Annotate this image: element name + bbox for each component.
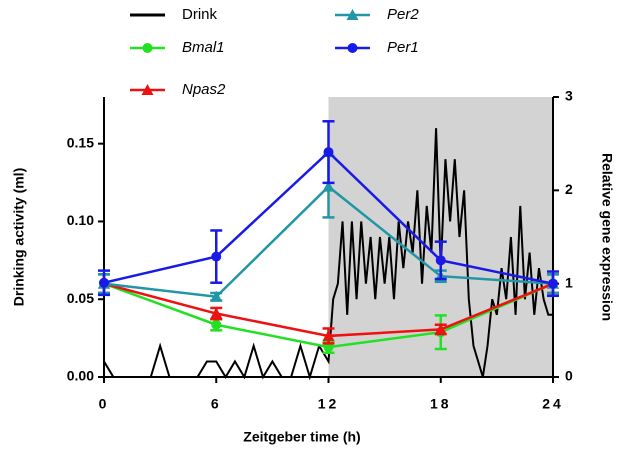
legend-marker	[142, 43, 153, 53]
y-tick-label: 0.05	[67, 290, 94, 306]
marker	[323, 147, 334, 158]
legend-label: Drink	[182, 6, 218, 23]
y-axis-label: Drinking activity (ml)	[11, 168, 27, 306]
y2-tick-label: 2	[565, 181, 573, 197]
y-tick-label: 0.00	[67, 368, 94, 384]
x-tick-label: 0	[99, 396, 110, 412]
x-axis-label: Zeitgeber time (h)	[243, 429, 360, 445]
legend-label: Per1	[387, 39, 419, 56]
legend-label: Bmal1	[182, 39, 225, 56]
marker	[322, 329, 335, 341]
y-tick-label: 0.10	[67, 212, 94, 228]
marker	[435, 255, 446, 266]
marker	[322, 180, 335, 192]
marker	[210, 290, 223, 302]
y2-tick-label: 3	[565, 88, 573, 104]
marker	[99, 277, 109, 288]
y2-tick-label: 0	[565, 368, 573, 384]
marker	[211, 319, 222, 330]
legend-marker	[346, 9, 359, 20]
drink-line	[103, 128, 553, 381]
legend-marker	[347, 43, 358, 53]
marker	[210, 307, 223, 319]
legend-marker	[141, 84, 154, 95]
x-tick-label: 12	[318, 396, 340, 412]
y2-axis-label: Relative gene expression	[599, 153, 615, 321]
x-tick-label: 18	[430, 396, 452, 412]
y-tick-label: 0.15	[67, 134, 94, 150]
marker	[211, 251, 222, 262]
y2-tick-label: 1	[565, 274, 573, 290]
legend-label: Npas2	[182, 81, 226, 98]
marker	[548, 278, 558, 289]
x-tick-label: 6	[211, 396, 222, 412]
x-tick-label: 24	[542, 396, 564, 412]
legend-label: Per2	[387, 6, 419, 23]
marker	[434, 323, 447, 335]
